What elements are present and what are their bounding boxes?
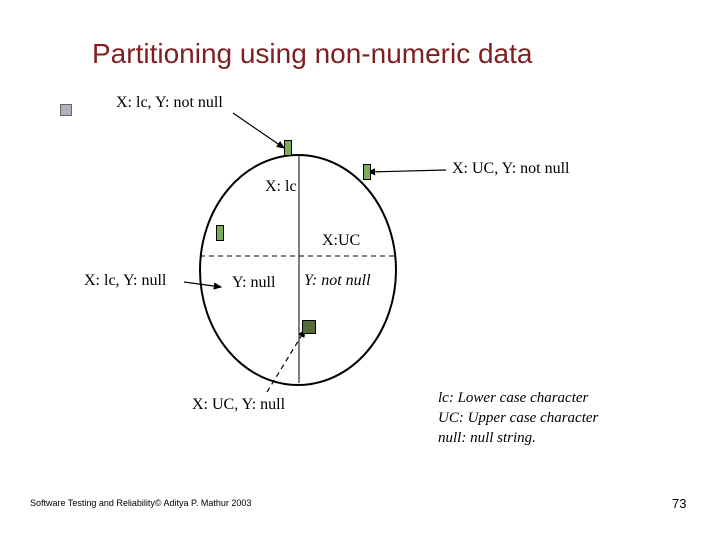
- marker-2: [216, 225, 224, 241]
- partition-diagram: [0, 0, 720, 540]
- label-x-uc: X:UC: [322, 232, 360, 250]
- marker-0: [284, 140, 292, 156]
- marker-3: [302, 320, 316, 334]
- legend-line-2: null: null string.: [438, 428, 598, 448]
- label-top-left: X: lc, Y: not null: [116, 94, 223, 112]
- legend: lc: Lower case character UC: Upper case …: [438, 388, 598, 448]
- legend-line-0: lc: Lower case character: [438, 388, 598, 408]
- label-y-notnull: Y: not null: [304, 272, 371, 290]
- label-y-null: Y: null: [232, 274, 275, 292]
- arrow-1: [368, 170, 446, 172]
- legend-line-1: UC: Upper case character: [438, 408, 598, 428]
- marker-1: [363, 164, 371, 180]
- footer-text: Software Testing and Reliability© Aditya…: [30, 498, 251, 508]
- label-uc-null: X: UC, Y: null: [192, 396, 285, 414]
- partition-ellipse: [200, 155, 396, 385]
- arrow-0: [233, 113, 284, 148]
- page-number: 73: [672, 496, 686, 511]
- label-uc-notnull: X: UC, Y: not null: [452, 160, 570, 178]
- label-lc-null: X: lc, Y: null: [84, 272, 166, 290]
- label-x-lc: X: lc: [265, 178, 297, 196]
- arrow-2: [184, 282, 221, 287]
